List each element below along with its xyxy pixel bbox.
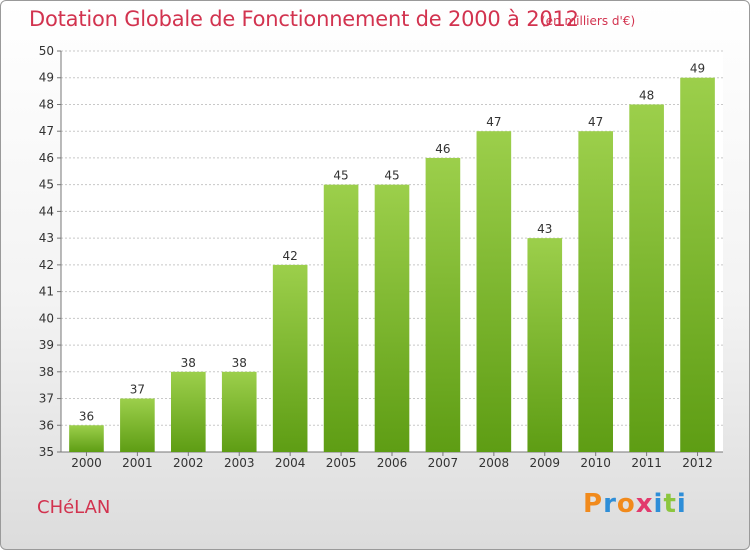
bar [221, 371, 257, 452]
bar-value-label: 46 [435, 142, 450, 156]
bar [272, 264, 308, 452]
y-tick-label: 40 [39, 311, 54, 325]
bar-value-label: 47 [588, 115, 603, 129]
y-tick-label: 41 [39, 285, 54, 299]
bar [170, 371, 206, 452]
logo-letter: r [603, 489, 617, 519]
x-tick-label: 2002 [173, 456, 204, 470]
logo-letter: x [635, 489, 654, 519]
y-tick-label: 39 [39, 338, 54, 352]
y-tick-label: 44 [39, 204, 54, 218]
bar [425, 157, 461, 452]
x-tick-label: 2011 [631, 456, 662, 470]
x-tick-label: 2004 [275, 456, 306, 470]
x-tick-label: 2012 [682, 456, 713, 470]
y-tick-label: 38 [39, 365, 54, 379]
proxiti-logo: Proxiti [583, 489, 687, 519]
y-tick-label: 36 [39, 418, 54, 432]
logo-letter: o [616, 489, 636, 519]
x-tick-label: 2000 [71, 456, 102, 470]
y-tick-label: 48 [39, 97, 54, 111]
town-name: CHéLAN [37, 497, 111, 518]
bar-value-label: 45 [384, 169, 399, 183]
bar [374, 184, 410, 452]
bar [69, 425, 104, 452]
chart-title: Dotation Globale de Fonctionnement de 20… [29, 7, 579, 31]
bar [120, 398, 155, 452]
y-tick-label: 50 [39, 44, 54, 58]
bar-value-label: 48 [639, 88, 654, 102]
logo-letter: i [676, 489, 687, 519]
x-tick-label: 2005 [326, 456, 357, 470]
bar-value-label: 49 [690, 62, 705, 76]
x-tick-label: 2009 [529, 456, 560, 470]
bar [476, 131, 512, 452]
x-tick-label: 2007 [428, 456, 459, 470]
bar-value-label: 45 [333, 169, 348, 183]
logo-letter: t [663, 489, 677, 519]
bar [323, 184, 359, 452]
y-tick-label: 46 [39, 151, 54, 165]
x-tick-label: 2006 [377, 456, 408, 470]
bar [578, 131, 614, 452]
chart-subtitle: (en milliers d'€) [541, 14, 636, 28]
x-tick-label: 2001 [122, 456, 153, 470]
bar-value-label: 38 [181, 356, 196, 370]
bar-value-label: 36 [79, 409, 94, 423]
x-tick-label: 2010 [580, 456, 611, 470]
y-tick-label: 49 [39, 71, 54, 85]
y-tick-label: 47 [39, 124, 54, 138]
bar-value-label: 37 [130, 383, 145, 397]
logo-letter: i [653, 489, 664, 519]
bar-value-label: 38 [232, 356, 247, 370]
y-tick-label: 45 [39, 178, 54, 192]
bar [527, 238, 563, 452]
y-tick-label: 37 [39, 392, 54, 406]
y-tick-label: 42 [39, 258, 54, 272]
y-tick-label: 43 [39, 231, 54, 245]
x-tick-label: 2003 [224, 456, 255, 470]
y-tick-label: 35 [39, 445, 54, 459]
bar [629, 104, 664, 452]
bar [680, 77, 715, 452]
bar-value-label: 47 [486, 115, 501, 129]
bar-value-label: 43 [537, 222, 552, 236]
bar-value-label: 42 [283, 249, 298, 263]
x-tick-label: 2008 [479, 456, 510, 470]
logo-letter: P [583, 489, 604, 519]
